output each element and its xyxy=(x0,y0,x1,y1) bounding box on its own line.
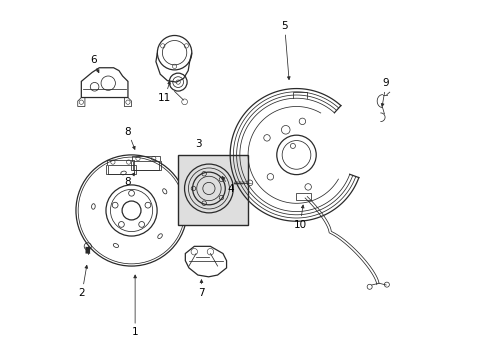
Bar xyxy=(178,155,247,225)
Text: 1: 1 xyxy=(132,327,138,337)
Text: 7: 7 xyxy=(198,288,204,298)
Text: 2: 2 xyxy=(79,288,85,298)
Text: 5: 5 xyxy=(281,21,287,31)
Text: 11: 11 xyxy=(158,93,171,103)
Text: 8: 8 xyxy=(124,177,131,187)
Text: 9: 9 xyxy=(382,78,388,88)
Text: 4: 4 xyxy=(227,184,234,194)
Text: 3: 3 xyxy=(195,139,202,149)
Bar xyxy=(296,193,310,201)
Text: 10: 10 xyxy=(293,220,306,230)
Text: 6: 6 xyxy=(90,55,96,65)
Text: 8: 8 xyxy=(124,127,131,136)
